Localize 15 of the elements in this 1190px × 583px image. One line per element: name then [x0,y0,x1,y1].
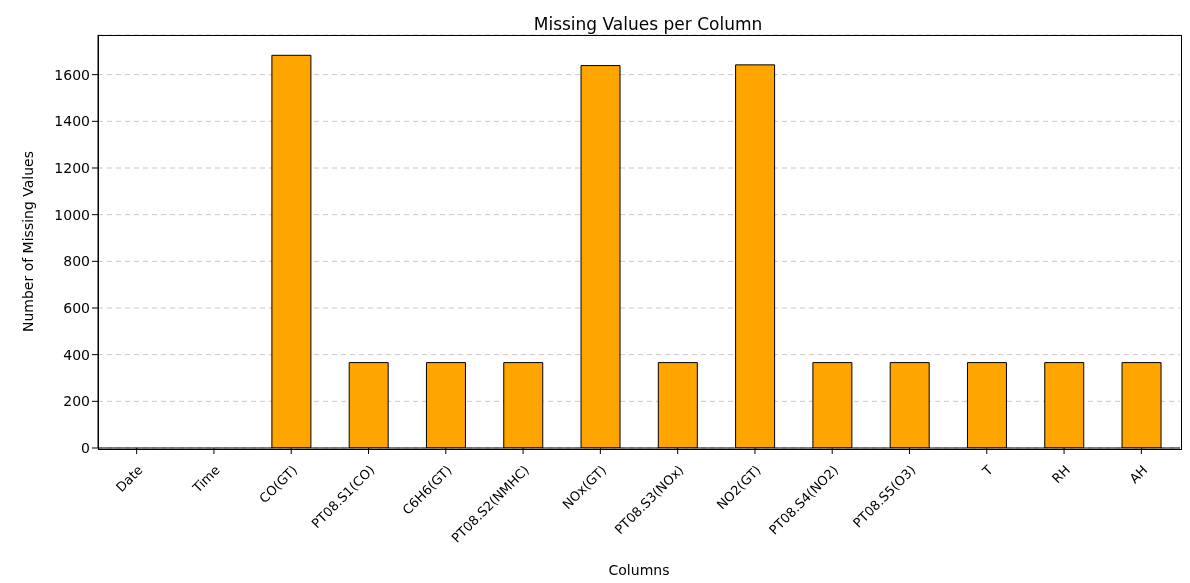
x-tick-label: T [978,462,996,480]
y-tick-label: 1600 [54,66,90,83]
y-tick-label: 1000 [54,206,90,223]
y-axis-title: Number of Missing Values [19,150,36,333]
y-tick-label: 1200 [54,159,90,176]
x-tick-label: RH [1049,462,1073,487]
y-tick-label: 600 [63,299,90,316]
y-tick-label: 200 [63,393,90,410]
y-tick-label: 400 [63,346,90,363]
y-tick-label: 1400 [54,113,90,130]
x-axis-title: Columns [608,562,670,578]
x-tick-label: AH [1126,462,1151,487]
chart-title: Missing Values per Column [532,14,764,34]
y-tick-label: 800 [63,253,90,270]
y-tick-label: 0 [81,439,90,456]
